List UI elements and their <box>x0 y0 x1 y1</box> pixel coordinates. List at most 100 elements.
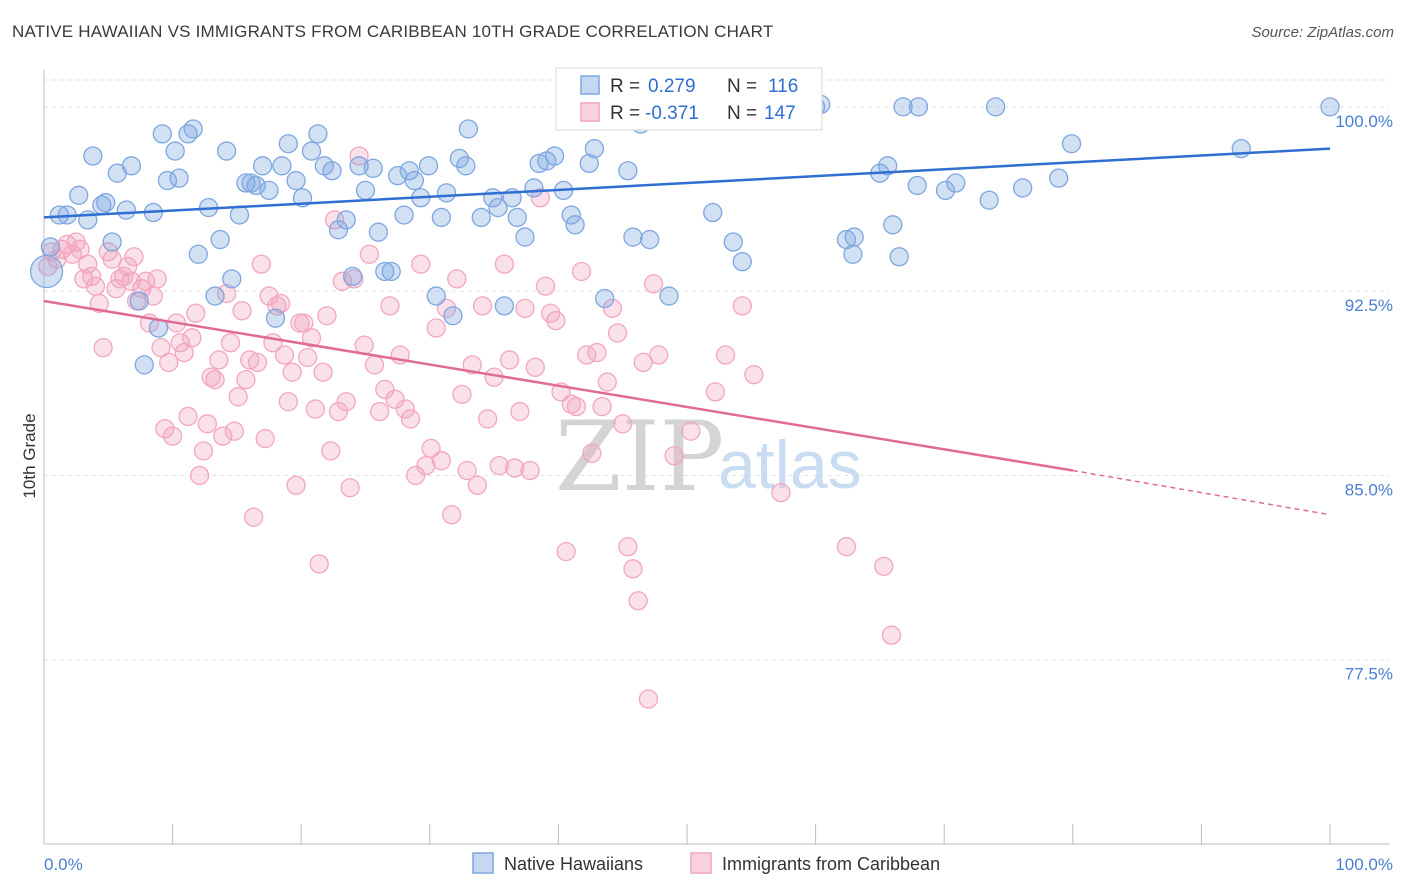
hawaiian-point-20 <box>169 168 189 188</box>
caribbean-point-55 <box>255 428 275 449</box>
hawaiian-point-62 <box>443 306 463 326</box>
hawaiian-point-41 <box>308 124 328 144</box>
caribbean-point-44 <box>213 426 233 446</box>
caribbean-point-137 <box>649 345 669 365</box>
hawaiian-point-50 <box>368 222 389 242</box>
hawaiian-point-109 <box>935 180 956 201</box>
chart-title: NATIVE HAWAIIAN VS IMMIGRANTS FROM CARIB… <box>12 22 774 41</box>
hawaiian-point-59 <box>426 286 446 306</box>
caribbean-point-48 <box>228 387 248 407</box>
caribbean-point-135 <box>638 689 659 709</box>
caribbean-point-107 <box>494 254 515 274</box>
caribbean-point-20 <box>121 271 142 291</box>
hawaiian-point-94 <box>723 232 743 252</box>
hawaiian-point-29 <box>229 205 250 225</box>
bottom-legend-swatch-hawaiian <box>472 852 494 874</box>
hawaiian-point-56 <box>404 170 425 191</box>
caribbean-point-93 <box>421 438 441 459</box>
hawaiian-point-93 <box>703 202 723 223</box>
caribbean-point-99 <box>452 384 472 404</box>
caribbean-point-121 <box>566 396 587 417</box>
caribbean-point-42 <box>205 369 225 390</box>
legend-n-value-1: 116 <box>768 76 798 97</box>
caribbean-point-68 <box>305 399 325 419</box>
caribbean-point-110 <box>510 401 530 422</box>
caribbean-point-74 <box>328 401 349 422</box>
caribbean-point-61 <box>278 392 298 412</box>
hawaiian-point-86 <box>623 227 643 247</box>
hawaiian-point-117 <box>1320 97 1340 117</box>
caribbean-point-31 <box>162 426 183 446</box>
hawaiian-point-85 <box>618 161 638 181</box>
caribbean-trend-extension <box>1072 469 1331 516</box>
grid-lines <box>44 79 1390 661</box>
caribbean-point-124 <box>582 443 602 463</box>
caribbean-point-128 <box>602 298 623 318</box>
y-tick-label-3: 77.5% <box>1345 665 1393 684</box>
hawaiian-point-115 <box>1061 134 1082 154</box>
caribbean-point-37 <box>186 303 206 323</box>
caribbean-point-75 <box>332 271 353 291</box>
caribbean-point-86 <box>385 389 405 409</box>
caribbean-point-35 <box>178 406 198 427</box>
caribbean-point-94 <box>426 318 446 338</box>
caribbean-point-117 <box>546 310 566 331</box>
caribbean-point-66 <box>297 347 318 368</box>
hawaiian-point-12 <box>121 156 142 176</box>
hawaiian-point-33 <box>252 156 273 176</box>
caribbean-point-147 <box>881 625 902 645</box>
hawaiian-point-54 <box>394 205 414 225</box>
caribbean-point-54 <box>251 254 271 274</box>
legend-n-value-2: 147 <box>764 103 796 124</box>
caribbean-point-85 <box>380 296 400 316</box>
caribbean-point-30 <box>159 352 179 373</box>
caribbean-point-15 <box>102 249 122 269</box>
source-label: Source: ZipAtlas.com <box>1251 24 1394 41</box>
watermark: ZIP atlas <box>555 401 862 513</box>
caribbean-point-127 <box>597 372 617 392</box>
caribbean-point-104 <box>478 409 498 429</box>
hawaiian-point-79 <box>565 215 585 235</box>
caribbean-point-83 <box>369 401 390 422</box>
hawaiian-point-25 <box>205 286 225 306</box>
caribbean-point-89 <box>400 409 421 429</box>
caribbean-point-143 <box>744 365 764 385</box>
x-tick-label-0: 0.0% <box>44 855 83 874</box>
hawaiian-point-82 <box>584 138 605 159</box>
hawaiian-point-18 <box>157 170 178 191</box>
hawaiian-point-95 <box>732 252 752 272</box>
caribbean-point-132 <box>623 559 643 579</box>
caribbean-point-131 <box>618 537 638 557</box>
hawaiian-point-8 <box>96 193 116 213</box>
caribbean-point-113 <box>525 357 545 377</box>
caribbean-point-140 <box>705 382 725 402</box>
hawaiian-point-40 <box>301 141 322 161</box>
hawaiian-point-104 <box>883 215 903 235</box>
caribbean-point-45 <box>216 283 237 304</box>
caribbean-point-145 <box>836 537 857 557</box>
hawaiian-point-9 <box>102 232 122 252</box>
caribbean-point-56 <box>259 286 279 306</box>
caribbean-point-126 <box>592 396 612 417</box>
hawaiian-point-43 <box>322 161 342 181</box>
hawaiian-point-36 <box>272 156 292 176</box>
caribbean-point-100 <box>457 460 477 481</box>
hawaiian-point-88 <box>640 229 660 250</box>
legend-r-label-1: R = <box>610 76 640 97</box>
hawaiian-point-23 <box>188 244 208 264</box>
caribbean-point-67 <box>301 328 322 348</box>
caribbean-point-11 <box>85 276 106 296</box>
hawaiian-point-26 <box>210 229 230 250</box>
y-axis-title: 10th Grade <box>20 413 39 498</box>
caribbean-point-8 <box>74 269 94 289</box>
hawaiian-point-111 <box>979 190 999 210</box>
hawaiian-point-103 <box>877 156 898 176</box>
hawaiian-point-71 <box>507 207 527 228</box>
hawaiian-point-69 <box>494 296 515 316</box>
y-tick-label-1: 92.5% <box>1345 296 1393 315</box>
caribbean-point-10 <box>81 266 102 287</box>
caribbean-trend-line <box>43 299 1074 472</box>
hawaiian-point-66 <box>471 207 491 228</box>
hawaiian-point-34 <box>259 180 279 201</box>
